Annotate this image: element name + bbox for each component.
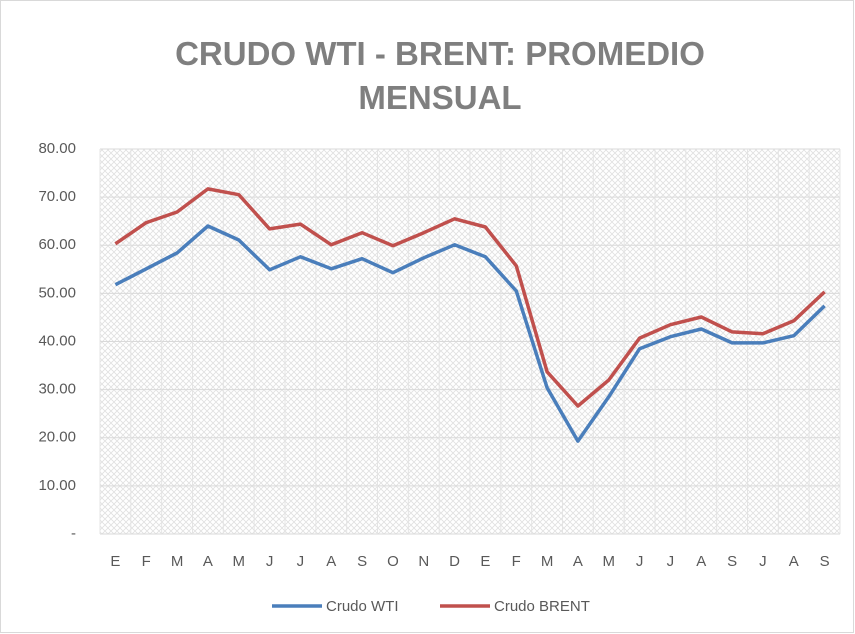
x-tick-label: J — [667, 553, 675, 570]
x-tick-label: J — [636, 553, 644, 570]
x-tick-label: M — [603, 553, 616, 570]
x-tick-label: J — [759, 553, 767, 570]
y-tick-label: 20.00 — [38, 429, 76, 446]
x-tick-label: S — [727, 553, 737, 570]
x-tick-label: M — [171, 553, 184, 570]
x-tick-label: F — [142, 553, 151, 570]
x-tick-label: S — [357, 553, 367, 570]
x-tick-label: A — [203, 553, 213, 570]
x-tick-label: D — [449, 553, 460, 570]
x-tick-label: O — [387, 553, 399, 570]
x-tick-label: E — [110, 553, 120, 570]
y-tick-label: 70.00 — [38, 188, 76, 205]
legend-label: Crudo WTI — [326, 598, 399, 615]
x-tick-label: E — [480, 553, 490, 570]
data-line — [114, 187, 826, 408]
x-tick-label: M — [233, 553, 246, 570]
x-tick-label: A — [573, 553, 583, 570]
x-tick-label: M — [541, 553, 554, 570]
y-tick-label: 10.00 — [38, 477, 76, 494]
x-tick-label: J — [297, 553, 305, 570]
x-tick-label: S — [820, 553, 830, 570]
y-tick-label: 50.00 — [38, 284, 76, 301]
data-line — [114, 224, 826, 443]
x-tick-label: A — [696, 553, 706, 570]
y-tick-label: 30.00 — [38, 381, 76, 398]
x-tick-label: J — [266, 553, 274, 570]
x-tick-label: N — [418, 553, 429, 570]
legend-label: Crudo BRENT — [494, 598, 590, 615]
y-tick-label: 80.00 — [38, 140, 76, 157]
x-tick-label: F — [512, 553, 521, 570]
x-tick-label: A — [789, 553, 799, 570]
chart-title: CRUDO WTI - BRENT: PROMEDIO MENSUAL — [175, 35, 705, 116]
y-tick-label: 40.00 — [38, 332, 76, 349]
y-tick-label: - — [71, 525, 76, 542]
x-tick-label: A — [326, 553, 336, 570]
y-tick-label: 60.00 — [38, 236, 76, 253]
